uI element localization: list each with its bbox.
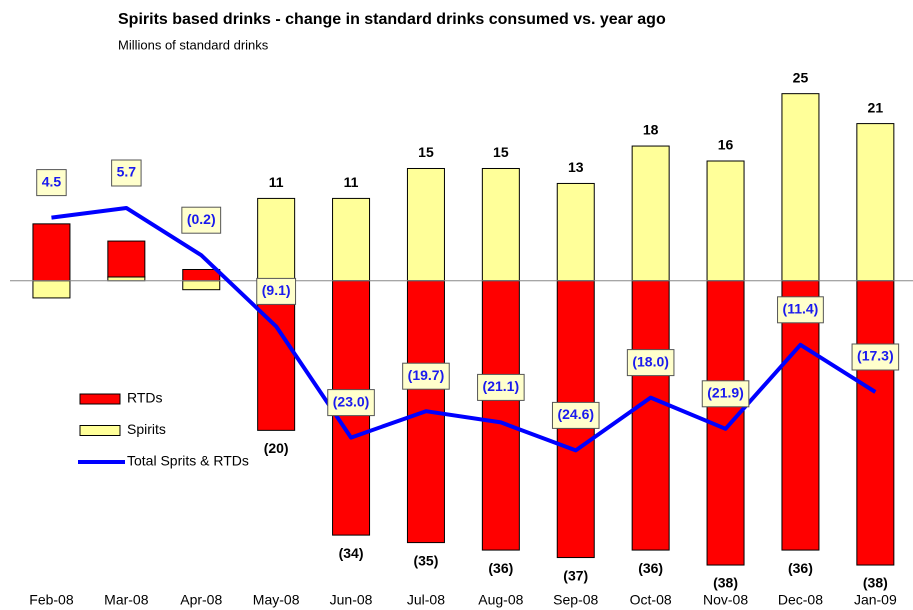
bar bbox=[631, 145, 670, 282]
data-label: (34) bbox=[339, 545, 364, 561]
data-label: 21 bbox=[868, 99, 884, 115]
data-label: (19.7) bbox=[408, 367, 445, 383]
x-tick-label: Jul-08 bbox=[407, 592, 445, 608]
data-label: 18 bbox=[643, 122, 659, 138]
data-label: (23.0) bbox=[333, 393, 370, 409]
data-label: 5.7 bbox=[117, 164, 137, 180]
data-label: 25 bbox=[793, 69, 809, 85]
data-label-box bbox=[701, 380, 750, 408]
data-label: (21.1) bbox=[483, 378, 520, 394]
data-label: (9.1) bbox=[262, 282, 291, 298]
data-label-box bbox=[36, 169, 67, 197]
bar bbox=[481, 280, 520, 551]
legend-swatch bbox=[79, 425, 121, 436]
x-tick-label: Jun-08 bbox=[330, 592, 373, 608]
data-label: (35) bbox=[413, 552, 438, 568]
legend-label: RTDs bbox=[127, 390, 163, 406]
bar bbox=[182, 268, 221, 282]
data-label: (21.9) bbox=[707, 385, 744, 401]
bar bbox=[856, 123, 895, 282]
data-label: 15 bbox=[418, 144, 434, 160]
bar bbox=[257, 197, 296, 282]
bar bbox=[332, 197, 371, 282]
data-label-box bbox=[256, 277, 297, 305]
data-label: (11.4) bbox=[783, 301, 819, 317]
chart-title: Spirits based drinks - change in standar… bbox=[118, 11, 666, 28]
data-label-box bbox=[327, 389, 375, 417]
data-label-box bbox=[477, 373, 525, 401]
line bbox=[51, 206, 877, 453]
data-label: (36) bbox=[638, 560, 663, 576]
x-tick-label: Nov-08 bbox=[703, 592, 748, 608]
data-label: (38) bbox=[713, 575, 738, 591]
bar bbox=[257, 280, 296, 431]
bar bbox=[781, 280, 820, 551]
bar bbox=[856, 280, 895, 566]
data-label: 11 bbox=[269, 174, 284, 190]
bar bbox=[107, 240, 146, 278]
data-label: (18.0) bbox=[632, 353, 669, 369]
bar bbox=[32, 280, 71, 299]
data-label: 15 bbox=[493, 144, 509, 160]
data-label-box bbox=[777, 296, 824, 324]
bar bbox=[781, 93, 820, 282]
bar bbox=[556, 182, 595, 282]
data-label-box bbox=[402, 362, 450, 390]
bar bbox=[107, 276, 146, 282]
x-tick-label: Apr-08 bbox=[180, 592, 222, 608]
data-label: 4.5 bbox=[42, 173, 62, 189]
data-label: (38) bbox=[863, 575, 888, 591]
data-label: (24.6) bbox=[557, 406, 594, 422]
data-label-box bbox=[626, 349, 675, 377]
chart-subtitle: Millions of standard drinks bbox=[118, 37, 269, 52]
bar bbox=[631, 280, 670, 551]
bar bbox=[182, 280, 221, 291]
bar bbox=[706, 160, 745, 282]
data-label: (36) bbox=[788, 560, 813, 576]
legend-label: Total Sprits & RTDs bbox=[127, 453, 249, 469]
data-label: (20) bbox=[264, 440, 289, 456]
data-label-box bbox=[551, 401, 600, 429]
x-tick-label: Sep-08 bbox=[553, 592, 598, 608]
data-label: (36) bbox=[488, 560, 513, 576]
data-label: 16 bbox=[718, 137, 734, 153]
x-tick-label: Jan-09 bbox=[854, 592, 897, 608]
x-tick-label: Mar-08 bbox=[104, 592, 149, 608]
data-label-box bbox=[851, 343, 900, 371]
x-tick-label: Oct-08 bbox=[630, 592, 672, 608]
data-label-box bbox=[181, 206, 222, 234]
bar bbox=[481, 167, 520, 282]
x-tick-label: Feb-08 bbox=[29, 592, 74, 608]
bar bbox=[406, 167, 445, 282]
data-label: (37) bbox=[563, 567, 588, 583]
data-label: 13 bbox=[568, 159, 584, 175]
x-tick-label: Dec-08 bbox=[778, 592, 823, 608]
data-label: (17.3) bbox=[857, 348, 894, 364]
data-label: 11 bbox=[344, 174, 359, 190]
data-label: (0.2) bbox=[187, 211, 216, 227]
bar bbox=[32, 223, 71, 282]
data-label-box bbox=[111, 159, 142, 187]
legend-swatch bbox=[79, 393, 121, 405]
legend-label: Spirits bbox=[127, 421, 166, 437]
x-tick-label: May-08 bbox=[253, 592, 300, 608]
x-tick-label: Aug-08 bbox=[478, 592, 523, 608]
